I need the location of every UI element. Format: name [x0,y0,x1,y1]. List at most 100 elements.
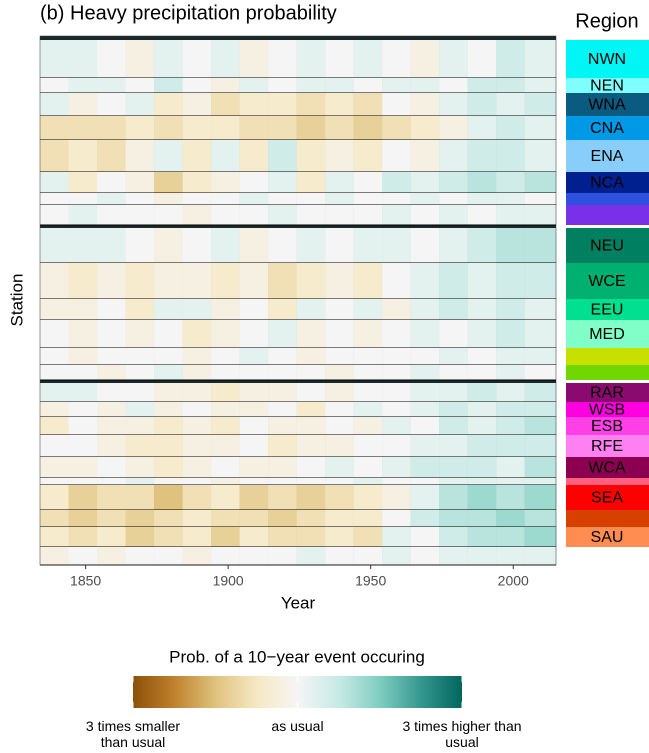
heatmap-cell [68,116,98,140]
heatmap-cell [125,172,155,193]
heatmap-cell [182,116,212,140]
heatmap-cell [296,485,326,510]
heatmap-cell [268,263,297,299]
heatmap-cell [182,457,212,478]
heatmap-cell [154,365,183,380]
heatmap-cell [524,172,557,193]
heatmap-cell [68,299,98,320]
heatmap-cell [496,527,525,547]
heatmap-cell [325,383,354,402]
heatmap-cell [382,348,411,365]
heatmap-cell [439,193,468,205]
heatmap-cell [268,510,297,527]
heatmap-cell [353,457,383,478]
heatmap-cell [410,485,440,510]
heatmap-cell [496,299,525,320]
heatmap-cell [382,172,411,193]
heatmap-cell [467,485,497,510]
heatmap-cell [524,140,557,172]
heatmap-cell [296,140,326,172]
heatmap-cell [154,402,183,417]
heatmap-cell [40,205,69,225]
heatmap-cell [40,140,69,172]
heatmap-cell [467,383,497,402]
heatmap-cell [211,417,240,435]
heatmap-cell [40,547,69,565]
heatmap-cell [125,547,155,565]
region-swatch [566,172,649,193]
heatmap-cell [68,40,98,78]
heatmap-cell [353,205,383,225]
heatmap-cell [524,547,557,565]
heatmap-cell [496,383,525,402]
colorbar-tick-label: 3 times smaller than usual [85,718,181,750]
heatmap-cell [182,93,212,116]
heatmap-cell [40,93,69,116]
x-tick-label: 2000 [498,573,529,589]
heatmap-cell [125,478,155,485]
heatmap-cell [239,457,269,478]
region-swatch [566,228,649,263]
heatmap-cell [296,40,326,78]
y-axis-label: Station [7,274,26,327]
heatmap-cell [325,93,354,116]
heatmap-cell [496,510,525,527]
heatmap-cell [382,116,411,140]
heatmap-cell [325,228,354,263]
heatmap-cell [182,348,212,365]
heatmap-cell [268,402,297,417]
heatmap-cell [410,547,440,565]
heatmap-cell [239,299,269,320]
heatmap-cell [439,383,468,402]
region-swatch [566,193,649,205]
heatmap-cell [182,365,212,380]
heatmap-cell [296,435,326,457]
heatmap-cell [296,172,326,193]
heatmap-cell [410,193,440,205]
heatmap-cell [353,40,383,78]
heatmap-cell [154,140,183,172]
heatmap-cell [268,457,297,478]
heatmap-cell [125,193,155,205]
heatmap-cell [439,205,468,225]
heatmap-cell [410,527,440,547]
heatmap-cell [439,140,468,172]
colorbar-tick-label: as usual [271,718,324,734]
heatmap-cell [97,402,126,417]
heatmap-cell [40,417,69,435]
heatmap-cell [268,320,297,348]
heatmap-cell [68,78,98,93]
heatmap-cell [382,547,411,565]
heatmap-cell [382,457,411,478]
heatmap-cell [268,78,297,93]
heatmap-cell [353,320,383,348]
heatmap-cell [410,478,440,485]
heatmap-cell [382,140,411,172]
heatmap-cell [125,93,155,116]
heatmap-cell [211,193,240,205]
legend-title: Region [575,10,638,32]
heatmap-cell [68,402,98,417]
heatmap-cell [410,510,440,527]
heatmap-cell [410,348,440,365]
heatmap-cell [97,172,126,193]
heatmap-cell [125,527,155,547]
heatmap-cell [97,228,126,263]
heatmap-cell [97,510,126,527]
region-label: NEU [590,238,624,255]
heatmap-cell [211,78,240,93]
heatmap-cell [382,205,411,225]
heatmap-cell [439,510,468,527]
region-swatch [566,299,649,320]
heatmap-cell [211,93,240,116]
region-swatch [566,457,649,478]
heatmap-cell [97,435,126,457]
heatmap-cell [467,510,497,527]
heatmap-cell [239,205,269,225]
heatmap-cell [68,228,98,263]
heatmap-cell [211,547,240,565]
heatmap-cell [154,320,183,348]
heatmap-cell [467,478,497,485]
heatmap-cell [154,205,183,225]
heatmap-cell [296,320,326,348]
